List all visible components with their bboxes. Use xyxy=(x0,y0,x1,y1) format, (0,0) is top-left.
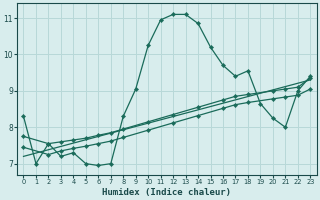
X-axis label: Humidex (Indice chaleur): Humidex (Indice chaleur) xyxy=(102,188,231,197)
